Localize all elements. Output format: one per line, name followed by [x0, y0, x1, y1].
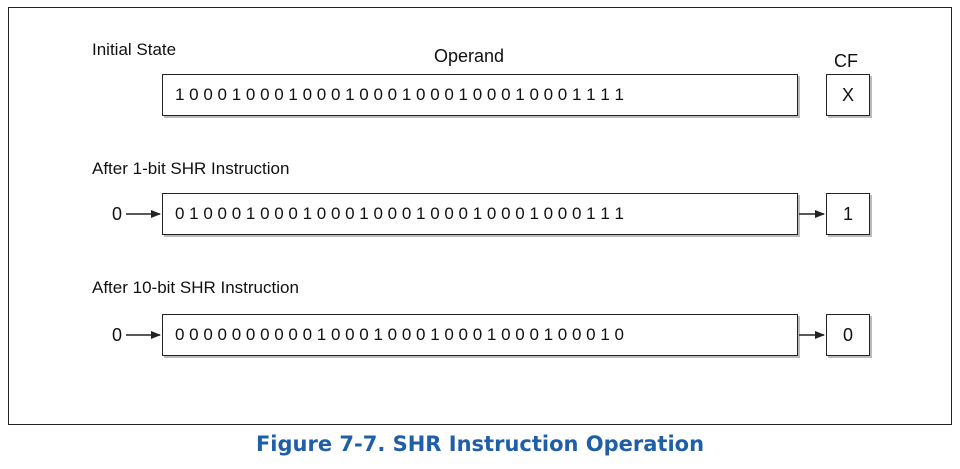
- cf-value-shr10: 0: [842, 324, 853, 345]
- cf-title: CF: [834, 51, 858, 71]
- operand-register-shr1: 0 1 0 0 0 1 0 0 0 1 0 0 0 1 0 0 0 1 0 0 …: [162, 193, 798, 235]
- operand-register-shr10: 0 0 0 0 0 0 0 0 0 0 1 0 0 0 1 0 0 0 1 0 …: [162, 314, 798, 356]
- after-1bit-label: After 1-bit SHR Instruction: [92, 159, 290, 178]
- cf-box-shr1: 1: [826, 193, 870, 235]
- operand-bits-initial: 1 0 0 0 1 0 0 0 1 0 0 0 1 0 0 0 1 0 0 0 …: [175, 85, 624, 104]
- operand-bits-shr1: 0 1 0 0 0 1 0 0 0 1 0 0 0 1 0 0 0 1 0 0 …: [175, 204, 624, 223]
- cf-box-initial: X: [826, 74, 870, 116]
- shift-in-zero-10bit: 0: [112, 325, 123, 345]
- cf-value-shr1: 1: [842, 203, 853, 224]
- after-10bit-label: After 10-bit SHR Instruction: [92, 278, 299, 297]
- operand-bits-shr10: 0 0 0 0 0 0 0 0 0 0 1 0 0 0 1 0 0 0 1 0 …: [175, 325, 624, 344]
- cf-box-shr10: 0: [826, 314, 870, 356]
- operand-title: Operand: [434, 46, 505, 66]
- cf-value-initial: X: [841, 84, 854, 105]
- shift-in-zero-1bit: 0: [112, 204, 123, 224]
- diagram-frame: [8, 7, 952, 425]
- figure-caption: Figure 7-7. SHR Instruction Operation: [255, 432, 705, 456]
- operand-register-initial: 1 0 0 0 1 0 0 0 1 0 0 0 1 0 0 0 1 0 0 0 …: [162, 74, 798, 116]
- initial-state-label: Initial State: [92, 40, 177, 59]
